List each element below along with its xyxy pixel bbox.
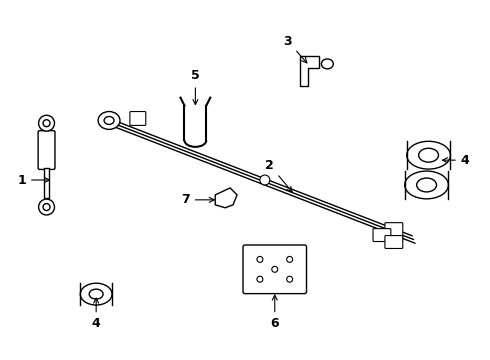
FancyBboxPatch shape — [243, 245, 307, 294]
Ellipse shape — [80, 283, 112, 305]
Circle shape — [257, 276, 263, 282]
Ellipse shape — [39, 115, 54, 131]
Ellipse shape — [39, 199, 54, 215]
Circle shape — [257, 256, 263, 262]
Text: 1: 1 — [17, 174, 49, 186]
Ellipse shape — [405, 171, 448, 199]
Bar — [44, 168, 49, 198]
Ellipse shape — [98, 112, 120, 129]
Text: 5: 5 — [191, 69, 200, 104]
Circle shape — [272, 266, 278, 272]
Polygon shape — [215, 188, 237, 208]
Circle shape — [287, 276, 293, 282]
Text: 6: 6 — [270, 295, 279, 330]
Circle shape — [287, 256, 293, 262]
Ellipse shape — [321, 59, 333, 69]
Ellipse shape — [89, 289, 103, 299]
Circle shape — [260, 175, 270, 185]
FancyBboxPatch shape — [130, 112, 146, 125]
FancyBboxPatch shape — [373, 229, 391, 242]
Text: 2: 2 — [266, 159, 292, 192]
Text: 7: 7 — [181, 193, 214, 206]
Text: 3: 3 — [283, 35, 307, 63]
FancyBboxPatch shape — [385, 223, 403, 240]
Text: 4: 4 — [442, 154, 469, 167]
Ellipse shape — [43, 120, 50, 127]
Text: 4: 4 — [92, 298, 100, 330]
FancyBboxPatch shape — [385, 235, 403, 248]
FancyBboxPatch shape — [38, 131, 55, 170]
Ellipse shape — [43, 203, 50, 211]
Ellipse shape — [104, 117, 114, 125]
Ellipse shape — [416, 178, 437, 192]
Ellipse shape — [418, 148, 439, 162]
Ellipse shape — [407, 141, 450, 169]
Polygon shape — [299, 56, 319, 86]
